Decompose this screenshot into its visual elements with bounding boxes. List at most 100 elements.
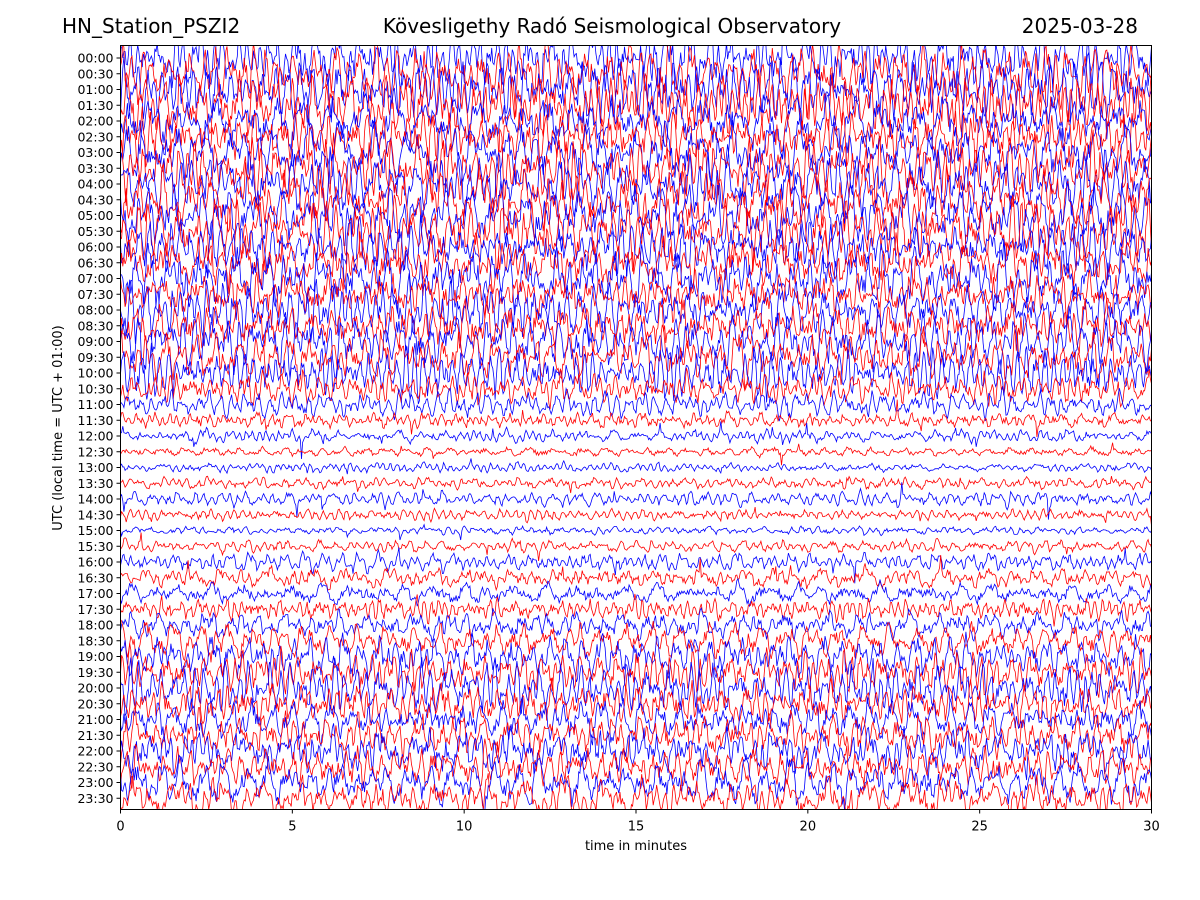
trace-1500 [120, 523, 1152, 541]
y-tick-label: 01:00 [77, 82, 113, 97]
trace-1200 [120, 421, 1152, 460]
y-tick-label: 12:30 [77, 444, 113, 459]
y-tick-label: 17:00 [77, 586, 113, 601]
trace-1430 [120, 507, 1152, 526]
x-tick-label: 30 [1143, 820, 1160, 835]
y-tick-label: 01:30 [77, 98, 113, 113]
trace-1730 [120, 593, 1152, 627]
y-tick-label: 06:00 [77, 240, 113, 255]
y-tick-label: 20:00 [77, 681, 113, 696]
trace-1130 [120, 399, 1152, 438]
trace-1800 [120, 607, 1152, 644]
y-tick-label: 10:00 [77, 366, 113, 381]
trace-2200 [120, 723, 1152, 781]
trace-1100 [120, 386, 1152, 422]
y-tick-label: 04:00 [77, 177, 113, 192]
x-tick-label: 25 [971, 820, 988, 835]
y-tick-label: 16:30 [77, 570, 113, 585]
y-tick-label: 14:00 [77, 492, 113, 507]
trace-0530 [120, 194, 1152, 280]
trace-2230 [120, 738, 1152, 795]
trace-0130 [120, 69, 1152, 141]
y-tick-label: 07:00 [77, 271, 113, 286]
y-tick-label: 15:00 [77, 523, 113, 538]
y-tick-label: 22:30 [77, 759, 113, 774]
y-tick-label: 09:30 [77, 350, 113, 365]
trace-1630 [120, 554, 1152, 592]
trace-2300 [120, 754, 1152, 810]
x-tick-label: 15 [628, 820, 645, 835]
station-name: HN_Station_PSZI2 [62, 14, 241, 38]
trace-group [120, 45, 1152, 810]
y-tick-label: 06:30 [77, 255, 113, 270]
x-tick-label: 0 [116, 820, 124, 835]
y-tick-label: 18:00 [77, 618, 113, 633]
y-tick-label: 18:30 [77, 633, 113, 648]
y-tick-label: 05:00 [77, 208, 113, 223]
trace-0100 [120, 51, 1152, 124]
x-axis: 0 5 10 15 20 25 30 [116, 809, 1160, 835]
trace-2130 [120, 705, 1152, 765]
y-tick-label: 13:30 [77, 476, 113, 491]
trace-0800 [120, 273, 1152, 347]
y-tick-label: 13:00 [77, 460, 113, 475]
y-tick-label: 02:00 [77, 114, 113, 129]
y-tick-label: 12:00 [77, 429, 113, 444]
y-tick-label: 23:00 [77, 775, 113, 790]
y-tick-label: 00:30 [77, 66, 113, 81]
y-axis-label: UTC (local time = UTC + 01:00) [51, 325, 66, 530]
trace-1300 [120, 458, 1152, 475]
chart-title: Kövesligethy Radó Seismological Observat… [382, 14, 842, 38]
y-tick-label: 11:30 [77, 413, 113, 428]
y-tick-label: 08:00 [77, 303, 113, 318]
trace-0300 [120, 116, 1152, 187]
trace-0700 [120, 239, 1152, 316]
trace-0230 [120, 106, 1152, 171]
y-tick-label: 11:00 [77, 397, 113, 412]
trace-2000 [120, 657, 1152, 717]
trace-1330 [120, 475, 1152, 494]
y-tick-label: 14:30 [77, 507, 113, 522]
trace-0730 [120, 267, 1152, 324]
y-axis: 00:0000:3001:0001:3002:0002:3003:0003:30… [77, 51, 121, 806]
trace-2100 [120, 695, 1152, 747]
y-tick-label: 03:30 [77, 161, 113, 176]
y-tick-label: 03:00 [77, 145, 113, 160]
trace-2330 [120, 773, 1152, 810]
chart-date: 2025-03-28 [1021, 14, 1138, 38]
trace-1400 [120, 482, 1152, 520]
trace-0630 [120, 228, 1152, 294]
trace-0900 [120, 309, 1152, 379]
y-tick-label: 09:00 [77, 334, 113, 349]
x-tick-label: 5 [288, 820, 296, 835]
y-tick-label: 02:30 [77, 129, 113, 144]
trace-1900 [120, 631, 1152, 683]
y-tick-label: 22:00 [77, 744, 113, 759]
trace-1230 [120, 442, 1152, 466]
trace-0000 [120, 45, 1152, 98]
trace-1930 [120, 643, 1152, 698]
y-tick-label: 19:00 [77, 649, 113, 664]
trace-2030 [120, 677, 1152, 729]
x-tick-label: 20 [800, 820, 817, 835]
trace-1030 [120, 367, 1152, 410]
y-tick-label: 15:30 [77, 539, 113, 554]
trace-0500 [120, 177, 1152, 252]
y-tick-label: 21:00 [77, 712, 113, 727]
y-tick-label: 04:30 [77, 192, 113, 207]
trace-0200 [120, 87, 1152, 157]
y-tick-label: 00:00 [77, 51, 113, 66]
plot-frame [120, 45, 1152, 810]
trace-0400 [120, 144, 1152, 221]
trace-1600 [120, 547, 1152, 584]
y-tick-label: 23:30 [77, 791, 113, 806]
y-tick-label: 19:30 [77, 665, 113, 680]
y-tick-label: 07:30 [77, 287, 113, 302]
y-tick-label: 21:30 [77, 728, 113, 743]
y-tick-label: 10:30 [77, 381, 113, 396]
trace-0330 [120, 127, 1152, 209]
trace-0930 [120, 324, 1152, 389]
x-axis-label: time in minutes [585, 839, 687, 854]
y-tick-label: 08:30 [77, 318, 113, 333]
